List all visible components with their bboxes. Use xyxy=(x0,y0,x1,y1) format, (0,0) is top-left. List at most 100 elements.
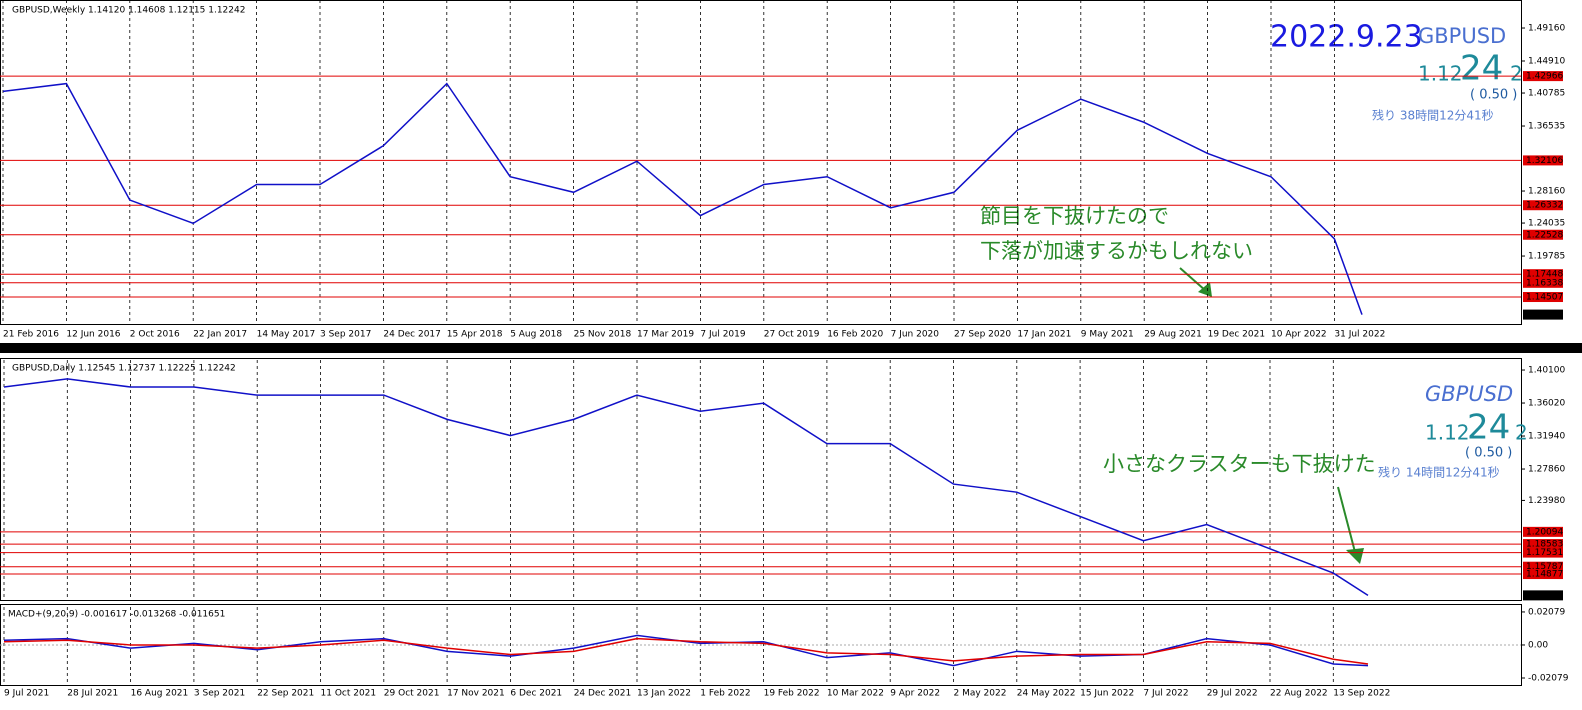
x-tick-label: 3 Sep 2017 xyxy=(320,330,371,340)
y-tick-label: 1.24035 xyxy=(1528,219,1565,229)
level-box xyxy=(1523,561,1563,572)
level-box xyxy=(1523,292,1563,303)
x-tick-label: 17 Mar 2019 xyxy=(637,330,694,340)
x-tick-label: 24 May 2022 xyxy=(1017,689,1076,699)
last-price-box xyxy=(1523,309,1563,320)
annotation: 下落が加速するかもしれない xyxy=(980,239,1253,263)
change: ( 0.50 ) xyxy=(1465,446,1512,461)
x-tick-label: 29 Aug 2021 xyxy=(1144,330,1202,340)
x-tick-label: 11 Oct 2021 xyxy=(321,689,377,699)
level-box xyxy=(1523,269,1563,280)
arrow-head xyxy=(1198,282,1212,297)
x-tick-label: 13 Sep 2022 xyxy=(1333,689,1390,699)
x-tick-label: 19 Dec 2021 xyxy=(1208,330,1266,340)
x-tick-label: 15 Jun 2022 xyxy=(1080,689,1134,699)
level-label: 1.42966 xyxy=(1526,72,1563,82)
y-tick-label: 0.02079 xyxy=(1528,607,1565,617)
x-tick-label: 12 Jun 2016 xyxy=(66,330,120,340)
level-box xyxy=(1523,71,1563,82)
last-price-box xyxy=(1523,590,1563,601)
x-tick-label: 27 Oct 2019 xyxy=(764,330,820,340)
x-tick-label: 9 Apr 2022 xyxy=(890,689,940,699)
x-tick-label: 1 Feb 2022 xyxy=(700,689,750,699)
x-tick-label: 9 May 2021 xyxy=(1081,330,1134,340)
level-box xyxy=(1523,526,1563,537)
y-tick-label: 1.40100 xyxy=(1528,366,1565,376)
y-tick-label: 0.00 xyxy=(1528,640,1548,650)
level-box xyxy=(1523,229,1563,240)
x-tick-label: 7 Jul 2022 xyxy=(1143,689,1188,699)
arrow xyxy=(1179,267,1207,292)
x-tick-label: 7 Jul 2019 xyxy=(700,330,745,340)
x-tick-label: 24 Dec 2017 xyxy=(383,330,441,340)
level-label: 1.32106 xyxy=(1526,156,1563,166)
arrow xyxy=(1337,486,1356,553)
y-tick-label: 1.40785 xyxy=(1528,89,1565,99)
x-tick-label: 19 Feb 2022 xyxy=(764,689,820,699)
x-tick-label: 24 Dec 2021 xyxy=(574,689,632,699)
level-box xyxy=(1523,569,1563,580)
level-label: 1.18583 xyxy=(1526,540,1563,550)
level-label: 1.14877 xyxy=(1526,570,1563,580)
symbol: GBPUSD xyxy=(1425,382,1513,406)
y-tick-label: 1.28160 xyxy=(1528,187,1565,197)
x-tick-label: 17 Nov 2021 xyxy=(447,689,505,699)
level-label: 1.26332 xyxy=(1526,201,1563,211)
price-pips: 24 xyxy=(1460,49,1503,89)
y-tick-label: 1.23980 xyxy=(1528,496,1565,506)
level-box xyxy=(1523,277,1563,288)
x-tick-label: 22 Aug 2022 xyxy=(1270,689,1328,699)
level-box xyxy=(1523,200,1563,211)
date-label: 2022.9.23 xyxy=(1270,20,1423,55)
x-tick-label: 27 Sep 2020 xyxy=(954,330,1011,340)
x-tick-label: 10 Apr 2022 xyxy=(1271,330,1327,340)
x-tick-label: 5 Aug 2018 xyxy=(510,330,562,340)
level-label: 1.17448 xyxy=(1526,270,1563,280)
price-big: 1.12 xyxy=(1418,62,1463,86)
x-tick-label: 22 Jan 2017 xyxy=(193,330,247,340)
level-label: 1.17531 xyxy=(1526,548,1563,558)
price-point: 2 xyxy=(1510,62,1523,86)
arrow-head xyxy=(1346,548,1364,564)
level-label: 1.14507 xyxy=(1526,293,1563,303)
level-box xyxy=(1523,539,1563,550)
x-tick-label: 29 Jul 2022 xyxy=(1207,689,1258,699)
x-tick-label: 22 Sep 2021 xyxy=(257,689,314,699)
x-tick-label: 25 Nov 2018 xyxy=(574,330,632,340)
y-tick-label: 1.44910 xyxy=(1528,57,1565,67)
x-tick-label: 6 Dec 2021 xyxy=(510,689,562,699)
price-point: 2 xyxy=(1515,421,1528,445)
last-price-label: 1.12242 xyxy=(1526,591,1563,601)
top-frame xyxy=(0,0,1522,325)
y-tick-label: 1.19785 xyxy=(1528,252,1565,262)
daily-frame xyxy=(0,358,1522,601)
x-tick-label: 31 Jul 2022 xyxy=(1334,330,1385,340)
weekly-header: GBPUSD,Weekly 1.14120 1.14608 1.12115 1.… xyxy=(12,6,245,16)
last-price-label: 1.12242 xyxy=(1526,310,1563,320)
symbol: GBPUSD xyxy=(1418,24,1506,48)
remaining: 残り 38時間12分41秒 xyxy=(1372,109,1494,123)
x-tick-label: 9 Jul 2021 xyxy=(4,689,49,699)
x-tick-label: 10 Mar 2022 xyxy=(827,689,884,699)
y-tick-label: 1.49160 xyxy=(1528,24,1565,34)
x-tick-label: 2 Oct 2016 xyxy=(130,330,180,340)
x-tick-label: 15 Apr 2018 xyxy=(447,330,503,340)
price-line xyxy=(3,637,1369,665)
level-label: 1.16338 xyxy=(1526,278,1563,288)
x-tick-label: 21 Feb 2016 xyxy=(3,330,59,340)
x-tick-label: 2 May 2022 xyxy=(954,689,1007,699)
x-tick-label: 29 Oct 2021 xyxy=(384,689,440,699)
y-tick-label: -0.02079 xyxy=(1528,673,1569,683)
x-tick-label: 17 Jan 2021 xyxy=(1017,330,1071,340)
macd-header: MACD+(9,20,9) -0.001617 -0.013268 -0.011… xyxy=(8,610,225,620)
x-tick-label: 16 Feb 2020 xyxy=(827,330,883,340)
price-line xyxy=(2,82,1363,315)
x-tick-label: 16 Aug 2021 xyxy=(131,689,189,699)
panel-separator xyxy=(0,343,1582,353)
annotation: 小さなクラスターも下抜けた xyxy=(1103,452,1376,476)
x-tick-label: 13 Jan 2022 xyxy=(637,689,691,699)
level-label: 1.22528 xyxy=(1526,230,1563,240)
y-tick-label: 1.36535 xyxy=(1528,122,1565,132)
